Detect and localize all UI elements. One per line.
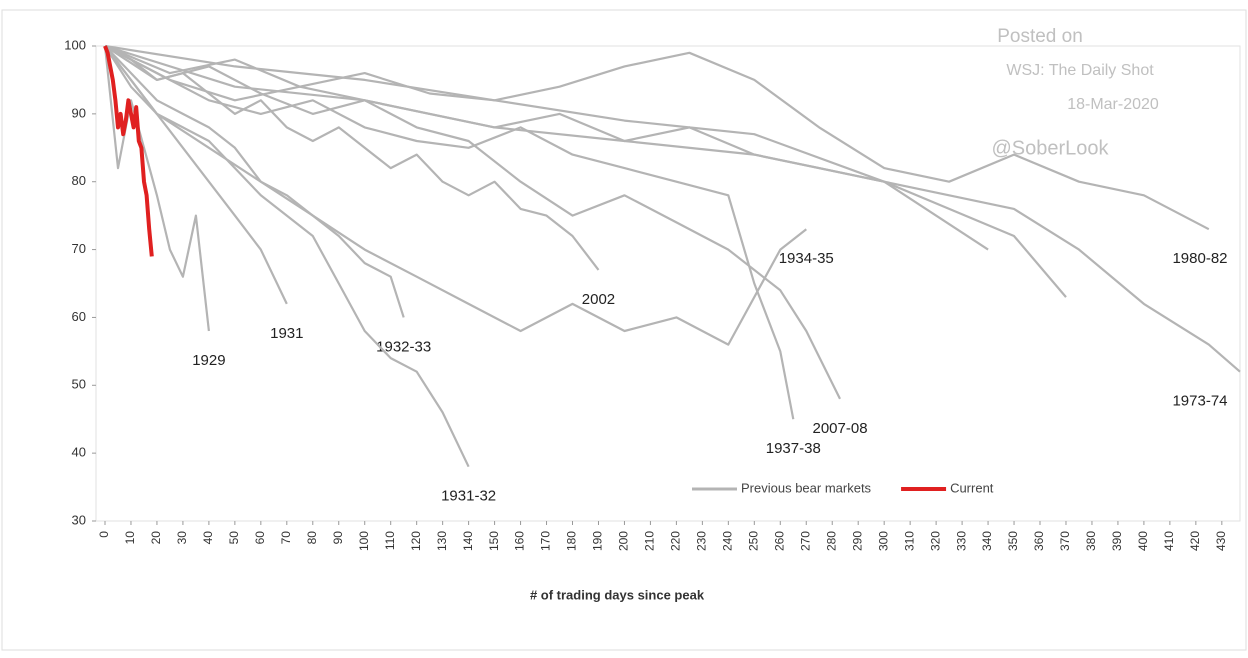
x-tick-label: 120 <box>409 531 423 551</box>
x-tick-label: 370 <box>1058 531 1072 551</box>
x-tick-label: 410 <box>1162 531 1176 551</box>
series-line <box>104 45 1210 231</box>
series-label: 1973-74 <box>1172 393 1227 410</box>
plot-area <box>95 45 1241 522</box>
y-tick-label: 100 <box>64 37 86 52</box>
x-tick-label: 260 <box>772 531 786 551</box>
series-line <box>104 45 841 400</box>
series-label: 1980-82 <box>1172 250 1227 267</box>
x-tick-label: 380 <box>1084 531 1098 551</box>
watermark: Posted on <box>997 26 1083 47</box>
series-label: 1937-38 <box>766 440 821 457</box>
x-tick-label: 230 <box>695 531 709 551</box>
x-tick-label: 150 <box>487 531 501 551</box>
y-tick-label: 30 <box>72 512 86 527</box>
x-tick-label: 280 <box>824 531 838 551</box>
series-line <box>103 45 210 332</box>
x-tick-label: 20 <box>149 531 163 545</box>
x-tick-label: 70 <box>279 531 293 545</box>
x-tick-label: 140 <box>461 531 475 551</box>
y-tick-label: 50 <box>72 377 86 392</box>
series-label: 1931-32 <box>441 488 496 505</box>
x-tick-label: 330 <box>954 531 968 551</box>
x-axis-label: # of trading days since peak <box>530 587 705 602</box>
x-tick-label: 40 <box>201 531 215 545</box>
series-line <box>104 44 1067 298</box>
y-tick-label: 60 <box>72 309 86 324</box>
x-tick-label: 400 <box>1136 531 1150 551</box>
x-tick-label: 50 <box>227 531 241 545</box>
x-tick-label: 90 <box>331 531 345 545</box>
y-tick-label: 90 <box>72 105 86 120</box>
x-tick-label: 0 <box>97 531 111 538</box>
x-tick-label: 300 <box>876 531 890 551</box>
x-tick-label: 350 <box>1006 531 1020 551</box>
x-tick-label: 240 <box>721 531 735 551</box>
x-tick-label: 310 <box>902 531 916 551</box>
x-tick-label: 250 <box>746 531 760 551</box>
legend-label: Current <box>950 480 994 495</box>
x-tick-label: 340 <box>980 531 994 551</box>
series-label: 2007-08 <box>812 420 867 437</box>
series-label: 2002 <box>582 291 615 308</box>
x-tick-label: 190 <box>591 531 605 551</box>
series-label: 1932-33 <box>376 338 431 355</box>
watermark: 18-Mar-2020 <box>1067 96 1159 113</box>
x-tick-label: 160 <box>513 531 527 551</box>
x-tick-label: 60 <box>253 531 267 545</box>
x-tick-label: 100 <box>357 531 371 551</box>
x-tick-label: 80 <box>305 531 319 545</box>
x-tick-label: 110 <box>383 531 397 550</box>
x-tick-label: 220 <box>669 531 683 551</box>
legend-label: Previous bear markets <box>741 480 872 495</box>
series-label: 1934-35 <box>779 250 834 267</box>
x-tick-label: 10 <box>123 531 137 545</box>
x-tick-label: 180 <box>565 531 579 551</box>
x-tick-label: 30 <box>175 531 189 545</box>
watermark: @SoberLook <box>991 137 1109 159</box>
x-tick-label: 360 <box>1032 531 1046 551</box>
x-tick-label: 290 <box>850 531 864 551</box>
series-line <box>104 45 795 420</box>
x-tick-label: 420 <box>1188 531 1202 551</box>
y-tick-label: 80 <box>72 173 86 188</box>
x-tick-label: 210 <box>643 531 657 551</box>
x-tick-label: 130 <box>435 531 449 551</box>
x-tick-label: 390 <box>1110 531 1124 551</box>
watermark: WSJ: The Daily Shot <box>1006 62 1154 79</box>
y-tick-label: 70 <box>72 241 86 256</box>
series-label: 1931 <box>270 325 303 342</box>
x-tick-label: 430 <box>1214 531 1228 551</box>
series-line <box>104 44 989 251</box>
series-label: 1929 <box>192 352 225 369</box>
x-tick-label: 170 <box>539 531 553 551</box>
x-tick-label: 320 <box>928 531 942 551</box>
series-line <box>104 45 600 271</box>
series-line <box>104 45 807 346</box>
x-tick-label: 200 <box>617 531 631 551</box>
x-tick-label: 270 <box>798 531 812 551</box>
y-tick-label: 40 <box>72 445 86 460</box>
series-line <box>103 45 154 257</box>
